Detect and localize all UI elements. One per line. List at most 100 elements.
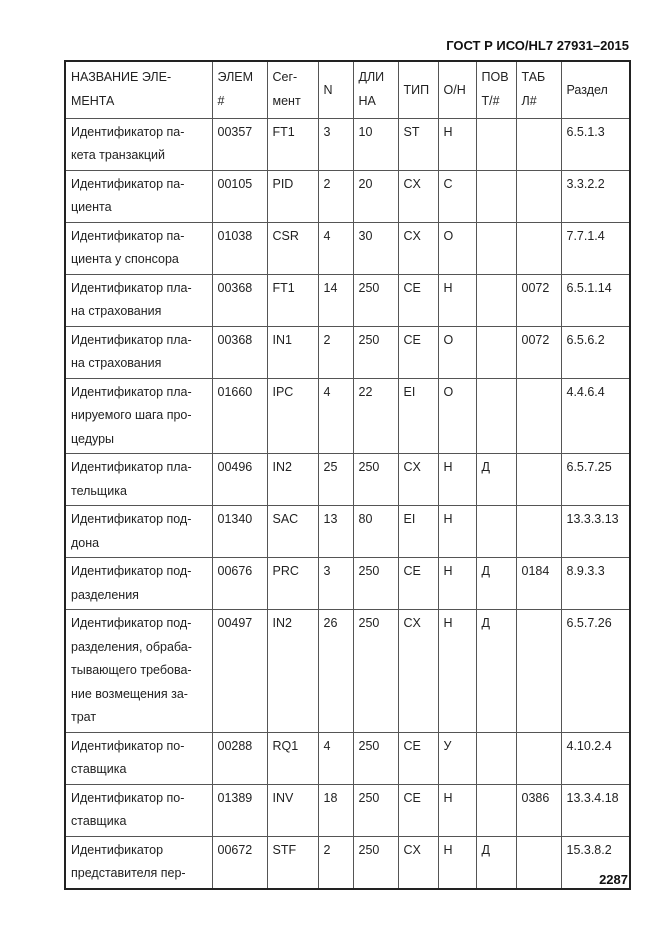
cell-length: 250 bbox=[352, 609, 399, 733]
cell-length: 30 bbox=[352, 221, 399, 275]
cell-optionality: С bbox=[437, 169, 477, 223]
cell-segment: IPC bbox=[266, 377, 319, 454]
cell-section: 4.10.2.4 bbox=[560, 731, 631, 785]
cell-n: 25 bbox=[317, 453, 354, 506]
table-row: Идентификатор под- разделения, обраба- т… bbox=[64, 609, 631, 733]
cell-type: EI bbox=[397, 377, 439, 454]
cell-segment: IN1 bbox=[266, 325, 319, 379]
cell-element-name: Идентификатор под- разделения, обраба- т… bbox=[64, 609, 213, 733]
table-row: Идентификатор по- ставщика 01389 INV 18 250 C… bbox=[64, 783, 631, 837]
cell-segment: IN2 bbox=[266, 609, 319, 733]
cell-type: CX bbox=[397, 169, 439, 223]
cell-repeat bbox=[475, 117, 517, 171]
cell-element-number: 00105 bbox=[211, 169, 268, 223]
cell-section: 6.5.1.14 bbox=[560, 273, 631, 327]
cell-length: 250 bbox=[352, 453, 399, 506]
cell-optionality: О bbox=[437, 221, 477, 275]
cell-table-number: 0386 bbox=[515, 783, 562, 837]
cell-repeat bbox=[475, 377, 517, 454]
cell-element-name: Идентификатор пла- нируемого шага про- ц… bbox=[64, 377, 213, 454]
cell-section: 6.5.1.3 bbox=[560, 117, 631, 171]
col-header-table: ТАБ Л# bbox=[515, 60, 562, 119]
table-row: Идентификатор представителя пер- 00672 STF… bbox=[64, 835, 631, 889]
document-header: ГОСТ Р ИСО/HL7 27931–2015 bbox=[446, 38, 629, 53]
cell-element-number: 00288 bbox=[211, 731, 268, 785]
cell-element-name: Идентификатор представителя пер- bbox=[64, 835, 213, 889]
cell-segment: STF bbox=[266, 835, 319, 889]
cell-n: 4 bbox=[317, 221, 354, 275]
cell-segment: INV bbox=[266, 783, 319, 837]
cell-repeat bbox=[475, 221, 517, 275]
cell-n: 2 bbox=[317, 325, 354, 379]
cell-section: 3.3.2.2 bbox=[560, 169, 631, 223]
cell-length: 250 bbox=[352, 783, 399, 837]
cell-optionality: У bbox=[437, 731, 477, 785]
table-row: Идентификатор пла- тельщика 00496 IN2 25 250… bbox=[64, 453, 631, 506]
cell-repeat: Д bbox=[475, 609, 517, 733]
cell-element-number: 01038 bbox=[211, 221, 268, 275]
cell-optionality: Н bbox=[437, 783, 477, 837]
cell-repeat: Д bbox=[475, 557, 517, 610]
cell-optionality: О bbox=[437, 377, 477, 454]
cell-element-number: 00368 bbox=[211, 325, 268, 379]
table-row: Идентификатор пла- на страхования 00368 FT… bbox=[64, 273, 631, 327]
table-row: Идентификатор па- циента 00105 PID 2 20 CX С 3.… bbox=[64, 169, 631, 223]
cell-type: CE bbox=[397, 273, 439, 327]
cell-optionality: О bbox=[437, 325, 477, 379]
cell-type: CE bbox=[397, 557, 439, 610]
cell-segment: SAC bbox=[266, 505, 319, 558]
cell-element-name: Идентификатор пла- тельщика bbox=[64, 453, 213, 506]
cell-segment: RQ1 bbox=[266, 731, 319, 785]
cell-n: 2 bbox=[317, 835, 354, 889]
cell-type: CE bbox=[397, 325, 439, 379]
cell-optionality: Н bbox=[437, 453, 477, 506]
col-header-optional: О/Н bbox=[437, 60, 477, 119]
cell-section: 6.5.7.25 bbox=[560, 453, 631, 506]
cell-segment: PID bbox=[266, 169, 319, 223]
cell-optionality: Н bbox=[437, 557, 477, 610]
cell-table-number bbox=[515, 731, 562, 785]
cell-n: 18 bbox=[317, 783, 354, 837]
cell-section: 15.3.8.2 bbox=[560, 835, 631, 889]
cell-segment: CSR bbox=[266, 221, 319, 275]
data-elements-table: НАЗВАНИЕ ЭЛЕ- МЕНТА ЭЛЕМ # Сег- мент N Д… bbox=[64, 60, 631, 890]
cell-length: 250 bbox=[352, 835, 399, 889]
cell-type: EI bbox=[397, 505, 439, 558]
col-header-name: НАЗВАНИЕ ЭЛЕ- МЕНТА bbox=[64, 60, 213, 119]
cell-table-number bbox=[515, 609, 562, 733]
cell-type: CE bbox=[397, 731, 439, 785]
cell-optionality: Н bbox=[437, 835, 477, 889]
cell-repeat: Д bbox=[475, 835, 517, 889]
cell-element-name: Идентификатор под- дона bbox=[64, 505, 213, 558]
cell-table-number bbox=[515, 453, 562, 506]
table-row: Идентификатор па- кета транзакций 00357 FT… bbox=[64, 117, 631, 171]
cell-element-name: Идентификатор по- ставщика bbox=[64, 783, 213, 837]
table-row: Идентификатор па- циента у спонсора 01038… bbox=[64, 221, 631, 275]
cell-element-number: 01389 bbox=[211, 783, 268, 837]
cell-section: 13.3.4.18 bbox=[560, 783, 631, 837]
cell-type: CE bbox=[397, 783, 439, 837]
cell-optionality: Н bbox=[437, 609, 477, 733]
cell-table-number bbox=[515, 377, 562, 454]
col-header-repeat: ПОВ Т/# bbox=[475, 60, 517, 119]
cell-type: ST bbox=[397, 117, 439, 171]
cell-optionality: Н bbox=[437, 505, 477, 558]
cell-repeat bbox=[475, 505, 517, 558]
cell-table-number: 0184 bbox=[515, 557, 562, 610]
table-row: Идентификатор пла- на страхования 00368 IN… bbox=[64, 325, 631, 379]
cell-length: 250 bbox=[352, 273, 399, 327]
cell-length: 250 bbox=[352, 325, 399, 379]
col-header-n: N bbox=[317, 60, 354, 119]
cell-length: 250 bbox=[352, 557, 399, 610]
table-row: Идентификатор под- дона 01340 SAC 13 80 EI Н 13… bbox=[64, 505, 631, 558]
cell-length: 80 bbox=[352, 505, 399, 558]
col-header-segment: Сег- мент bbox=[266, 60, 319, 119]
cell-element-number: 00672 bbox=[211, 835, 268, 889]
cell-n: 2 bbox=[317, 169, 354, 223]
cell-repeat bbox=[475, 325, 517, 379]
cell-section: 13.3.3.13 bbox=[560, 505, 631, 558]
cell-repeat bbox=[475, 783, 517, 837]
cell-element-name: Идентификатор па- циента у спонсора bbox=[64, 221, 213, 275]
cell-repeat bbox=[475, 731, 517, 785]
cell-n: 4 bbox=[317, 377, 354, 454]
